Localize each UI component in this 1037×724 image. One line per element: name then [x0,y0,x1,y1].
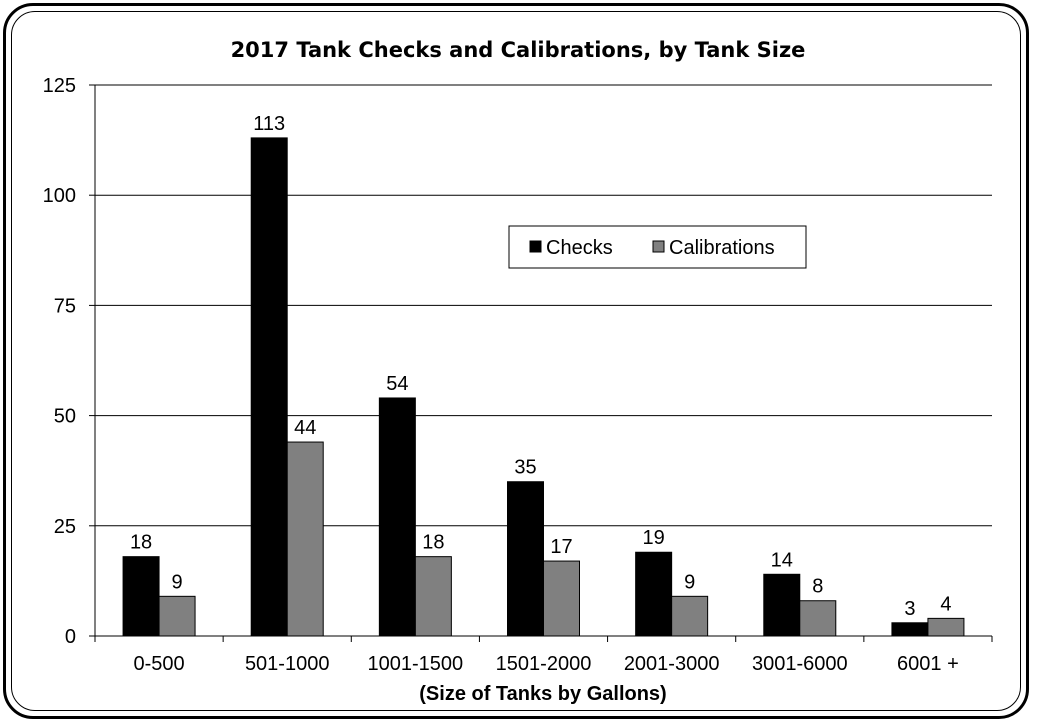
bar-checks [507,481,544,637]
legend-label-calibrations: Calibrations [669,237,775,259]
y-tick-label: 0 [65,626,76,648]
data-label: 3 [904,598,915,620]
x-tick-label: 1501-2000 [496,653,592,675]
data-label: 18 [422,532,444,554]
bar-calibrations [671,595,709,637]
x-tick-label: 6001 + [897,653,959,675]
chart-title: 2017 Tank Checks and Calibrations, by Ta… [231,38,806,62]
data-label: 14 [771,549,793,571]
x-tick-label: 1001-1500 [368,653,464,675]
legend-swatch-checks [529,240,542,253]
data-label: 8 [812,576,823,598]
data-labels: 18 9 113 44 54 18 35 17 19 9 14 8 3 4 [130,113,952,620]
x-axis-ticks: 0-500 501-1000 1001-1500 1501-2000 2001-3000… [94,636,993,675]
legend-swatch-calibrations [652,240,665,253]
x-tick-label: 2001-3000 [624,653,720,675]
x-tick-label: 3001-6000 [752,653,848,675]
bar-calibrations [543,560,580,637]
legend-label-checks: Checks [546,237,613,259]
x-tick-label: 501-1000 [245,653,330,675]
data-label: 35 [514,457,536,479]
y-tick-label: 50 [54,406,76,428]
bar-checks [763,573,801,637]
bars [122,137,965,637]
bar-checks [891,622,929,637]
data-label: 54 [386,373,408,395]
data-label: 9 [684,571,695,593]
y-tick-label: 75 [54,295,76,317]
y-tick-label: 125 [43,75,76,97]
bar-checks [635,551,673,637]
bar-calibrations [414,556,452,637]
y-tick-label: 100 [43,185,76,207]
legend: Checks Calibrations [508,225,807,269]
data-label: 113 [253,113,285,135]
bar-calibrations [286,441,324,637]
bar-calibrations [927,617,965,637]
data-label: 44 [294,417,316,439]
data-label: 17 [550,536,572,558]
x-tick-label: 0-500 [133,653,184,675]
data-label: 19 [643,527,665,549]
y-tick-label: 25 [54,516,76,538]
data-label: 4 [940,593,951,615]
bar-calibrations [799,600,837,637]
bar-checks [122,556,160,637]
chart-frame-outer [3,3,1029,719]
bar-checks [378,397,416,637]
y-axis-ticks: 0 25 50 75 100 125 [43,75,76,648]
bar-calibrations [158,595,196,637]
data-label: 9 [172,571,183,593]
bar-checks [250,137,288,637]
x-axis-label: (Size of Tanks by Gallons) [419,683,666,705]
chart-frame-inner [11,11,1021,711]
data-label: 18 [130,532,152,554]
